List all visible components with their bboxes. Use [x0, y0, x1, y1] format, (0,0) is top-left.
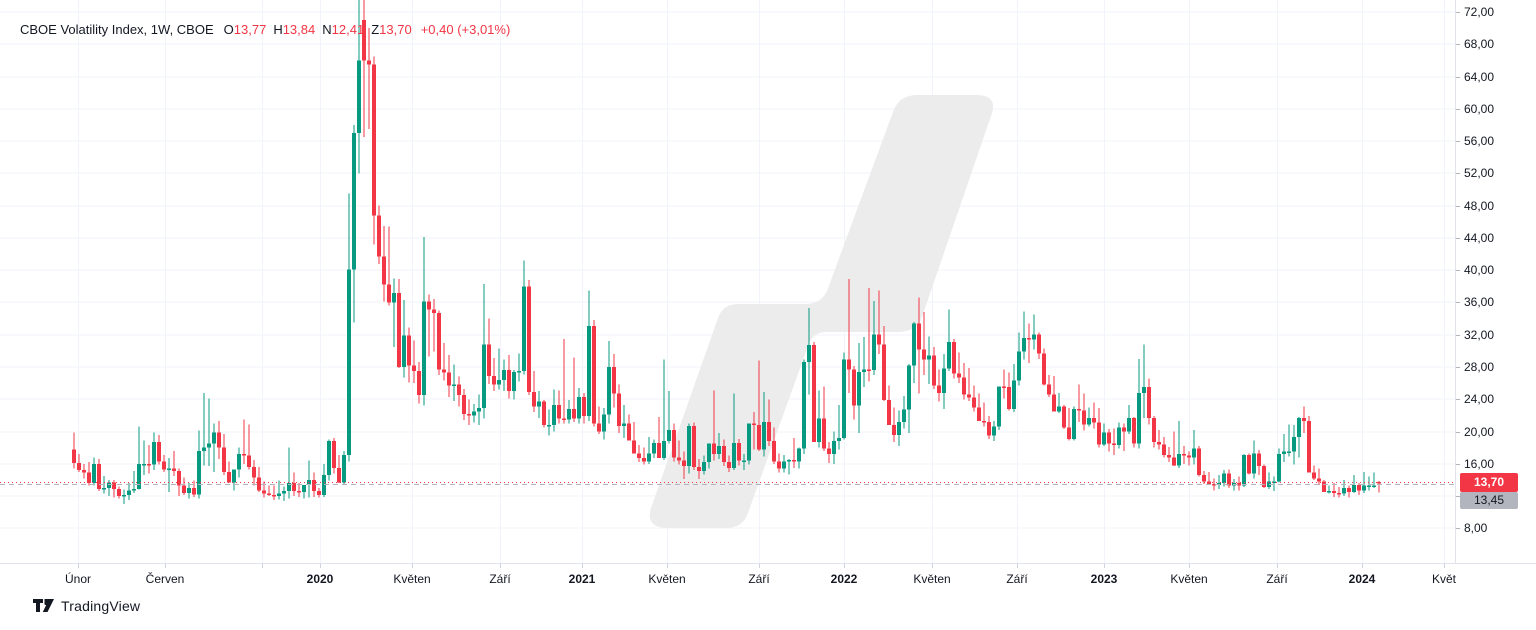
time-tick-mark — [667, 564, 668, 568]
time-tick-mark — [844, 564, 845, 568]
price-lines — [0, 481, 1455, 485]
price-tick-mark — [1456, 431, 1460, 433]
chart-pane[interactable]: CBOE Volatility Index, 1W, CBOE O13,77 H13… — [0, 0, 1455, 563]
time-tick-label: 2023 — [1090, 572, 1118, 586]
time-tick-label: Květen — [1170, 572, 1208, 586]
time-tick-mark — [759, 564, 760, 568]
time-tick-mark — [1277, 564, 1278, 568]
price-tick-mark — [1456, 334, 1460, 336]
price-tick-mark — [1456, 12, 1460, 14]
time-tick-label: 2021 — [568, 572, 596, 586]
price-tick-label: 32,00 — [1464, 327, 1495, 342]
footer: TradingView — [33, 598, 140, 614]
price-tick-label: 8,00 — [1464, 521, 1488, 536]
price-tick-mark — [1456, 141, 1460, 143]
time-tick-label: Září — [1266, 572, 1288, 586]
price-tick-label: 20,00 — [1464, 424, 1495, 439]
legend-close: Z13,70 — [371, 22, 412, 37]
time-tick-mark — [1017, 564, 1018, 568]
time-tick-mark — [165, 564, 166, 568]
price-tick-mark — [1456, 173, 1460, 175]
candlestick-plot[interactable] — [0, 0, 1455, 563]
price-tick-mark — [1456, 528, 1460, 530]
time-tick-label: Únor — [64, 572, 91, 586]
price-tick-label: 56,00 — [1464, 134, 1495, 149]
price-tick-label: 36,00 — [1464, 295, 1495, 310]
time-tick-mark — [932, 564, 933, 568]
time-tick-mark — [1444, 564, 1445, 568]
tradingview-logo-icon[interactable] — [33, 598, 55, 614]
candles — [72, 0, 1381, 505]
time-tick-mark — [1189, 564, 1190, 568]
price-tick-mark — [1456, 399, 1460, 401]
tradingview-watermark-icon — [649, 95, 994, 528]
price-tick-label: 16,00 — [1464, 456, 1495, 471]
time-tick-label: Květen — [393, 572, 431, 586]
price-tick-label: 24,00 — [1464, 392, 1495, 407]
price-tick-label: 64,00 — [1464, 69, 1495, 84]
time-tick-label: Září — [489, 572, 511, 586]
price-tick-label: 44,00 — [1464, 230, 1495, 245]
time-tick-label: 2022 — [830, 572, 858, 586]
legend-high: H13,84 — [273, 22, 316, 37]
time-tick-mark — [1104, 564, 1105, 568]
price-tick-mark — [1456, 463, 1460, 465]
legend: CBOE Volatility Index, 1W, CBOE O13,77 H13… — [20, 22, 510, 37]
time-axis[interactable]: Únor Červen 2020 Květen Září 2021 Květen Září 20… — [0, 563, 1536, 594]
price-tick-label: 60,00 — [1464, 101, 1495, 116]
time-tick-mark — [320, 564, 321, 568]
symbol-title[interactable]: CBOE Volatility Index, 1W, CBOE — [20, 22, 214, 37]
price-tick-label: 48,00 — [1464, 198, 1495, 213]
time-tick-mark — [78, 564, 79, 568]
price-tick-mark — [1456, 270, 1460, 272]
time-tick-mark — [500, 564, 501, 568]
price-tick-label: 28,00 — [1464, 359, 1495, 374]
time-tick-mark — [262, 564, 263, 568]
time-tick-label: Květ — [1431, 572, 1456, 586]
time-tick-mark — [1362, 564, 1363, 568]
legend-open: O13,77 — [223, 22, 267, 37]
prev-close-badge: 13,45 — [1460, 492, 1518, 510]
price-tick-label: 68,00 — [1464, 37, 1495, 52]
price-tick-mark — [1456, 44, 1460, 46]
time-tick-mark — [412, 564, 413, 568]
price-tick-mark — [1456, 237, 1460, 239]
price-axis[interactable]: 13,70 13,45 72,00 68,00 64,00 60,00 56,00 52,… — [1455, 0, 1536, 563]
brand-name[interactable]: TradingView — [61, 598, 141, 614]
time-tick-label: 2024 — [1348, 572, 1376, 586]
change-value: +0,40 (+3,01%) — [420, 22, 511, 37]
price-tick-mark — [1456, 76, 1460, 78]
price-tick-label: 72,00 — [1464, 5, 1495, 20]
time-tick-label: Květen — [913, 572, 951, 586]
price-tick-mark — [1456, 302, 1460, 304]
price-tick-mark — [1456, 205, 1460, 207]
time-tick-mark — [582, 564, 583, 568]
time-tick-label: Září — [748, 572, 770, 586]
price-tick-mark — [1456, 108, 1460, 110]
price-tick-label: 40,00 — [1464, 263, 1495, 278]
price-tick-mark — [1456, 496, 1460, 498]
time-tick-label: 2020 — [306, 572, 334, 586]
price-tick-label: 52,00 — [1464, 166, 1495, 181]
time-tick-label: Září — [1006, 572, 1028, 586]
legend-low: N12,41 — [322, 22, 365, 37]
time-tick-label: Květen — [648, 572, 686, 586]
price-tick-mark — [1456, 366, 1460, 368]
time-tick-label: Červen — [145, 572, 185, 586]
last-price-badge: 13,70 — [1460, 473, 1518, 493]
